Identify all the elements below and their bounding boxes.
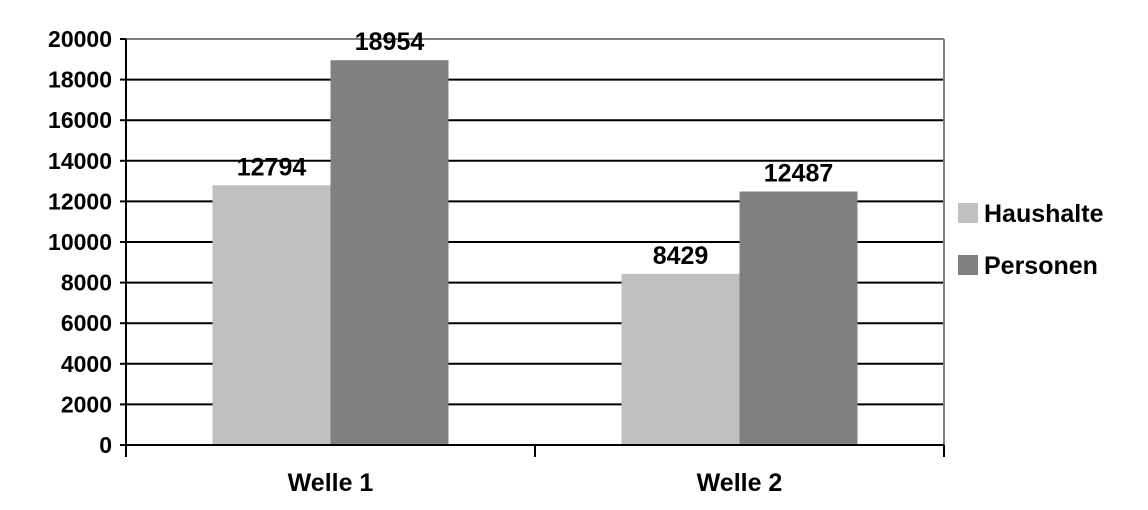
- x-category-label: Welle 2: [697, 469, 783, 497]
- data-label: 12794: [237, 153, 307, 181]
- legend: Haushalte Personen: [958, 200, 1104, 280]
- data-label: 8429: [653, 242, 709, 270]
- y-axis-ticks: 0 2000 4000 6000 8000 10000 12000 14000 16000 180…: [48, 26, 126, 458]
- y-tick-label: 10000: [48, 229, 112, 255]
- y-tick-label: 4000: [61, 351, 112, 377]
- legend-label: Haushalte: [984, 200, 1104, 228]
- bars: [212, 60, 858, 446]
- y-tick-label: 18000: [48, 67, 112, 93]
- y-tick-label: 12000: [48, 188, 112, 214]
- x-axis-categories: Welle 1 Welle 2: [288, 469, 783, 497]
- bar: [212, 185, 331, 445]
- legend-swatch: [958, 255, 978, 275]
- y-tick-label: 14000: [48, 148, 112, 174]
- x-category-label: Welle 1: [288, 469, 374, 497]
- y-tick-label: 6000: [61, 310, 112, 336]
- legend-label: Personen: [984, 252, 1098, 280]
- y-tick-label: 16000: [48, 107, 112, 133]
- y-tick-label: 8000: [61, 270, 112, 296]
- data-labels: 12794 18954 8429 12487: [237, 28, 834, 270]
- bar: [739, 191, 858, 445]
- y-tick-label: 0: [99, 432, 112, 458]
- data-label: 18954: [355, 28, 425, 56]
- bar: [330, 60, 449, 446]
- y-tick-label: 2000: [61, 391, 112, 417]
- data-label: 12487: [764, 160, 834, 188]
- y-tick-label: 20000: [48, 26, 112, 52]
- bar: [621, 273, 740, 445]
- legend-swatch: [958, 203, 978, 223]
